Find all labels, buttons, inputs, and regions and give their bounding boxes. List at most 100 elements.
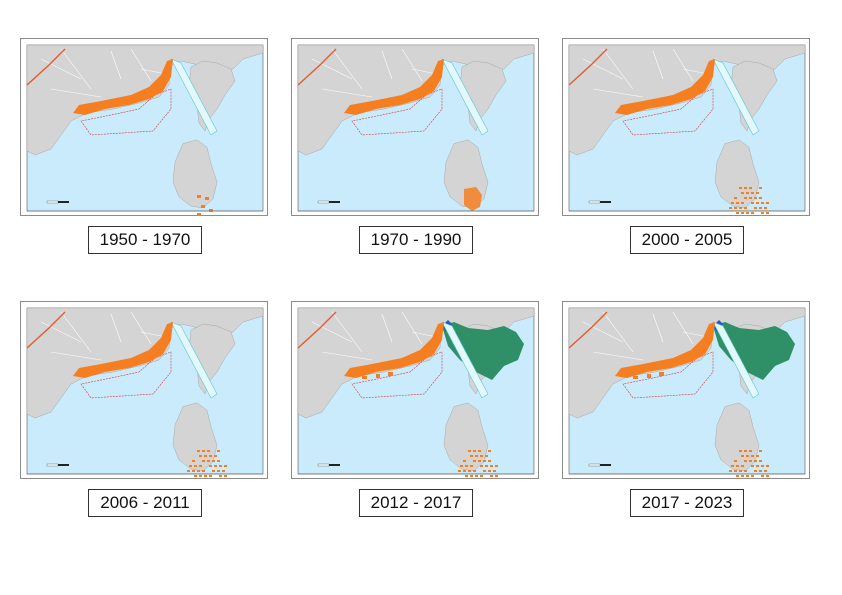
island-urban-patch: [766, 212, 769, 214]
island-urban-patch: [751, 192, 754, 194]
island-urban-patch: [751, 465, 754, 467]
mainland-urban-area: [73, 322, 173, 378]
island-urban-patch: [495, 475, 498, 477]
period-caption: 2000 - 2005: [630, 226, 744, 254]
island-urban-patch: [734, 470, 737, 472]
island-urban-patch: [217, 450, 220, 452]
island-urban-patch: [741, 212, 744, 214]
island-urban-patch: [202, 450, 205, 452]
island-urban-patch: [741, 455, 744, 457]
island-urban-patch: [759, 197, 762, 199]
island-urban-patch: [739, 470, 742, 472]
island-urban-patch: [207, 460, 210, 462]
island-urban-patch: [473, 460, 476, 462]
island: [172, 139, 218, 209]
island-urban-patch: [480, 455, 483, 457]
channel: [170, 58, 218, 136]
island-urban-patch: [749, 450, 752, 452]
island-urban-patch: [731, 465, 734, 467]
island-urban-patch: [736, 475, 739, 477]
island-urban-patch: [209, 455, 212, 457]
map-panel: 2017 - 2023: [562, 301, 810, 517]
island-urban-patch: [734, 207, 737, 209]
island-urban-patch: [212, 460, 215, 462]
island-urban-patch: [739, 187, 742, 189]
island-urban-patch: [764, 207, 767, 209]
period-caption: 1970 - 1990: [359, 226, 473, 254]
island-urban-patch: [741, 475, 744, 477]
island-urban-patch: [744, 450, 747, 452]
island-urban-patch: [199, 455, 202, 457]
island-urban-patch: [197, 213, 201, 216]
period-caption: 1950 - 1970: [88, 226, 202, 254]
island-urban-patch: [751, 202, 754, 204]
island-urban-patch: [759, 207, 762, 209]
island-urban-patch: [729, 207, 732, 209]
island-urban-patch: [470, 455, 473, 457]
map-panel: 1970 - 1990: [291, 38, 539, 254]
island-urban-patch: [741, 192, 744, 194]
island-urban-cluster: [464, 187, 482, 211]
map-svg: [297, 44, 535, 212]
island-urban-patch: [761, 202, 764, 204]
period-caption: 2006 - 2011: [88, 489, 202, 517]
island-urban-patch: [202, 460, 205, 462]
island-urban-patch: [460, 465, 463, 467]
island-urban-patch: [485, 455, 488, 457]
island-urban-patch: [483, 470, 486, 472]
mainland-urban-area: [73, 59, 173, 115]
island-urban-patch: [475, 475, 478, 477]
island-urban-patch: [766, 465, 769, 467]
island-urban-patch: [766, 202, 769, 204]
island-urban-patch: [729, 470, 732, 472]
island-urban-patch: [202, 470, 205, 472]
island-urban-patch: [224, 465, 227, 467]
island-urban-patch: [741, 465, 744, 467]
island-urban-patch: [759, 470, 762, 472]
green-development-zone: [442, 322, 524, 380]
island-urban-patch: [465, 475, 468, 477]
island-urban-patch: [192, 470, 195, 472]
island-urban-patch: [478, 450, 481, 452]
island: [714, 402, 760, 472]
island-urban-patch: [458, 470, 461, 472]
green-development-zone: [713, 322, 795, 380]
island-urban-patch: [463, 470, 466, 472]
island-urban-patch: [187, 470, 190, 472]
island-urban-patch: [197, 450, 200, 452]
map-frame: [562, 38, 810, 216]
island-urban-patch: [209, 465, 212, 467]
map-frame: [562, 301, 810, 479]
island-urban-patch: [192, 460, 195, 462]
island-urban-patch: [478, 460, 481, 462]
island-urban-patch: [480, 465, 483, 467]
island-urban-patch: [756, 202, 759, 204]
island-urban-patch: [473, 470, 476, 472]
island-urban-patch: [209, 209, 213, 212]
planning-boundary: [80, 351, 172, 399]
island-urban-patch: [754, 207, 757, 209]
island-urban-patch: [212, 470, 215, 472]
island-urban-patch: [205, 197, 209, 200]
island-urban-patch: [197, 195, 201, 198]
highway: [26, 311, 66, 349]
planning-boundary: [351, 351, 443, 399]
planning-boundary: [622, 351, 714, 399]
map-svg: [568, 307, 806, 477]
island-urban-patch: [470, 465, 473, 467]
island-urban-patch: [488, 470, 491, 472]
island-urban-patch: [746, 212, 749, 214]
island-urban-patch: [214, 455, 217, 457]
island: [443, 402, 489, 472]
island-urban-patch: [746, 192, 749, 194]
mainland-urban-area: [344, 59, 444, 115]
planning-boundary: [80, 88, 172, 136]
roads: [40, 311, 172, 361]
island-urban-patch: [734, 460, 737, 462]
island-urban-patch: [744, 470, 747, 472]
island-urban-patch: [746, 475, 749, 477]
island-urban-patch: [751, 475, 754, 477]
island-urban-patch: [741, 202, 744, 204]
island-urban-patch: [194, 475, 197, 477]
map-frame: [20, 38, 268, 216]
